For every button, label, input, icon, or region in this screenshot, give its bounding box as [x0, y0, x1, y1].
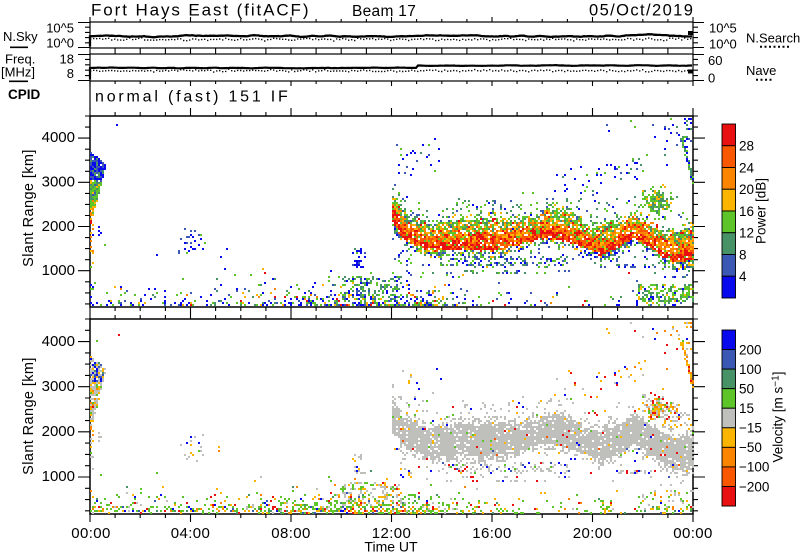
svg-text:28: 28	[739, 139, 754, 154]
svg-text:12:00: 12:00	[372, 525, 412, 542]
svg-text:normal (fast) 151 IF: normal (fast) 151 IF	[95, 89, 291, 106]
svg-text:[MHz]: [MHz]	[1, 65, 35, 80]
svg-text:10^5: 10^5	[46, 21, 74, 36]
svg-text:200: 200	[739, 342, 762, 357]
svg-text:Power [dB]: Power [dB]	[754, 178, 769, 244]
svg-text:Freq.: Freq.	[5, 52, 35, 67]
svg-text:10^0: 10^0	[46, 36, 74, 51]
svg-text:0: 0	[708, 71, 715, 86]
svg-text:3000: 3000	[42, 378, 75, 395]
svg-text:1000: 1000	[42, 262, 75, 279]
svg-text:00:00: 00:00	[673, 525, 713, 542]
svg-text:−15: −15	[739, 421, 762, 436]
svg-text:Slant Range [km]: Slant Range [km]	[21, 357, 37, 475]
svg-text:Fort Hays East (fitACF): Fort Hays East (fitACF)	[91, 1, 310, 20]
svg-text:16: 16	[739, 204, 754, 219]
svg-text:Nave: Nave	[746, 63, 776, 78]
svg-text:05/Oct/2019: 05/Oct/2019	[589, 2, 694, 20]
svg-text:10^0: 10^0	[709, 37, 737, 52]
svg-text:08:00: 08:00	[271, 525, 311, 542]
svg-text:4000: 4000	[42, 333, 75, 350]
svg-text:−50: −50	[739, 440, 762, 455]
svg-text:2000: 2000	[42, 423, 75, 440]
svg-text:−200: −200	[739, 479, 769, 494]
svg-text:18: 18	[60, 52, 74, 67]
svg-text:2000: 2000	[42, 218, 75, 235]
svg-text:Time UT: Time UT	[364, 539, 418, 555]
svg-text:8: 8	[739, 247, 747, 262]
svg-text:12: 12	[739, 226, 754, 241]
svg-text:00:00: 00:00	[71, 525, 111, 542]
svg-text:15: 15	[739, 401, 754, 416]
svg-text:16:00: 16:00	[472, 525, 512, 542]
svg-text:4000: 4000	[42, 129, 75, 146]
svg-text:Slant Range [km]: Slant Range [km]	[21, 149, 37, 267]
svg-text:10^5: 10^5	[709, 21, 737, 36]
svg-text:60: 60	[708, 53, 722, 68]
svg-text:−100: −100	[739, 460, 769, 475]
svg-text:N.Search: N.Search	[746, 31, 800, 46]
svg-text:100: 100	[739, 362, 762, 377]
svg-text:04:00: 04:00	[171, 525, 211, 542]
svg-text:3000: 3000	[42, 174, 75, 191]
svg-text:20:00: 20:00	[573, 525, 613, 542]
svg-text:4: 4	[739, 269, 747, 284]
svg-text:CPID: CPID	[8, 87, 41, 102]
svg-text:Velocity [m s−1]: Velocity [m s−1]	[771, 372, 786, 463]
svg-text:Beam 17: Beam 17	[352, 3, 416, 20]
svg-text:N.Sky: N.Sky	[3, 29, 38, 44]
svg-text:50: 50	[739, 382, 754, 397]
svg-text:8: 8	[67, 66, 74, 81]
svg-text:24: 24	[739, 160, 755, 175]
svg-text:1000: 1000	[42, 468, 75, 485]
svg-text:20: 20	[739, 182, 754, 197]
